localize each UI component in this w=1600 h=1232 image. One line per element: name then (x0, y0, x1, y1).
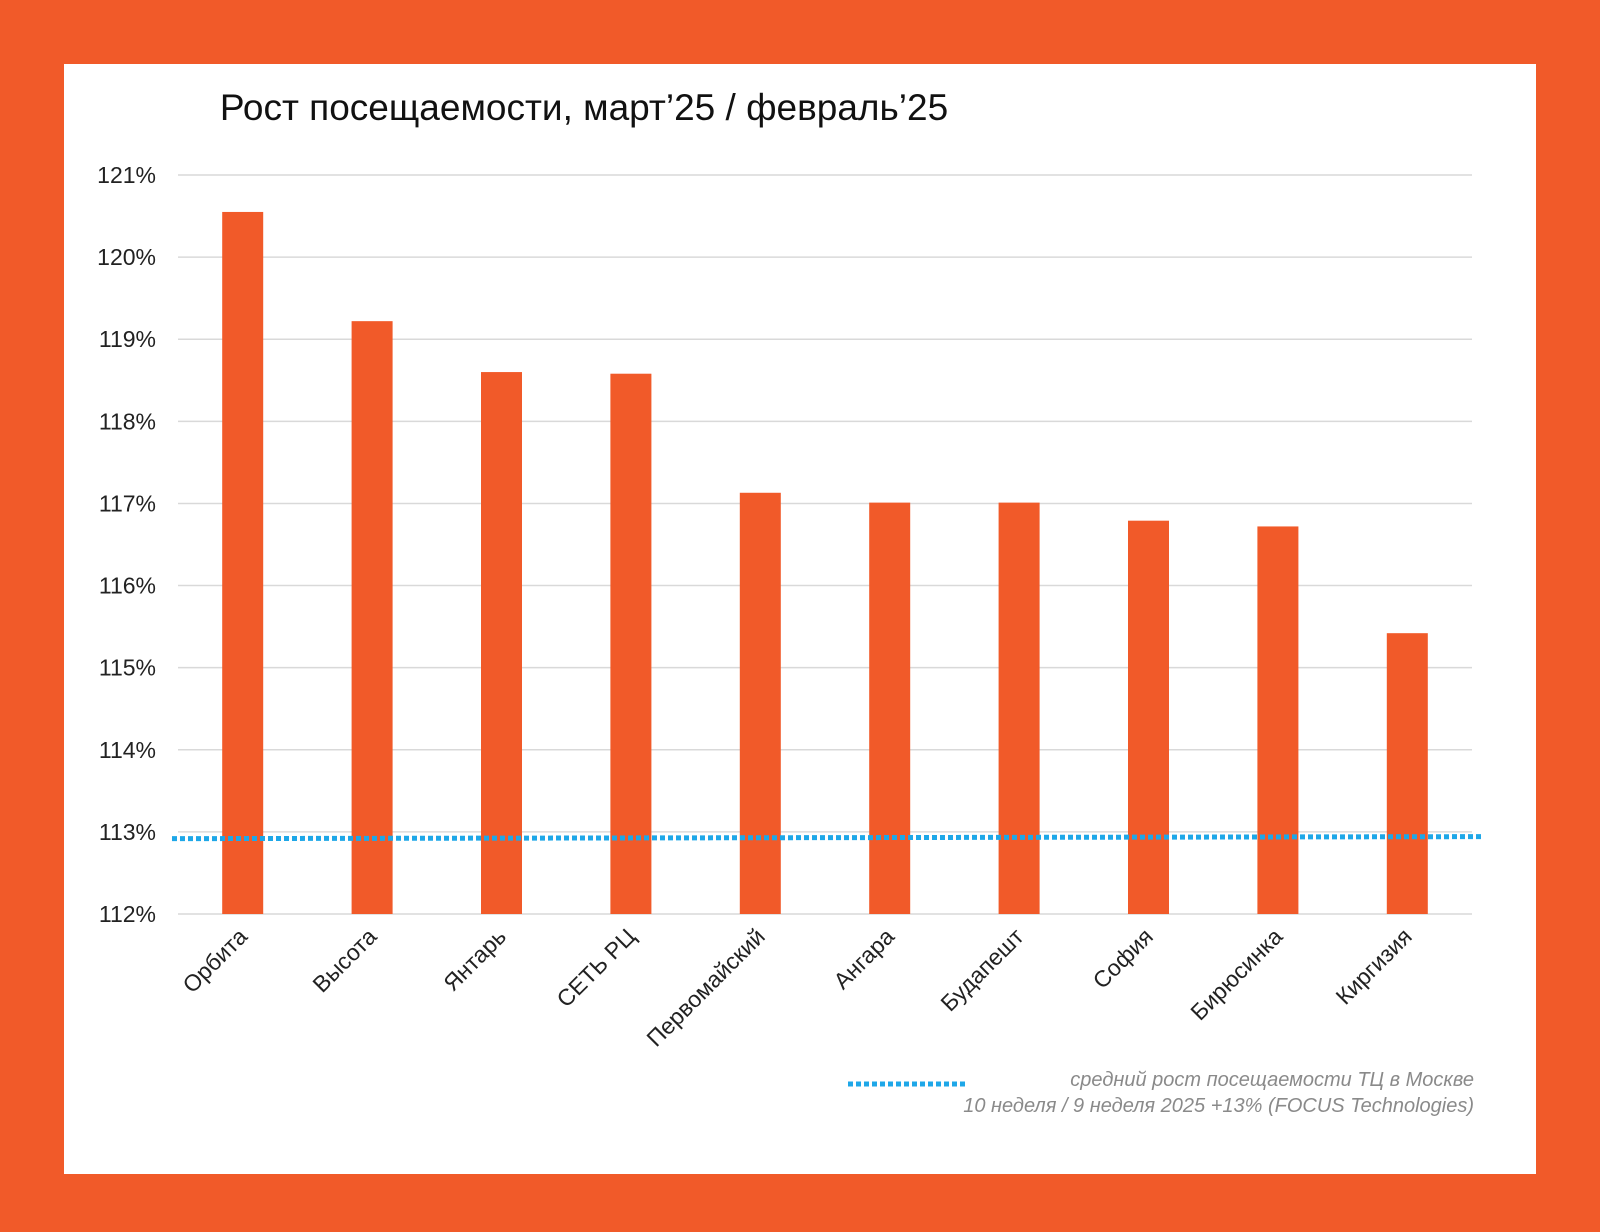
bar (222, 211, 264, 914)
x-tick-label: София (1088, 923, 1158, 993)
y-tick-label: 118% (99, 408, 156, 434)
legend: средний рост посещаемости ТЦ в Москве 10… (848, 1069, 1474, 1117)
chart-panel: Рост посещаемости, март’25 / февраль’25 … (64, 64, 1536, 1174)
bars (222, 211, 1428, 915)
bar (739, 492, 781, 914)
x-tick-label: Бирюсинка (1185, 923, 1287, 1025)
x-tick-label: Первомайский (641, 923, 769, 1051)
x-tick-label: Киргизия (1330, 923, 1416, 1009)
y-tick-label: 120% (97, 244, 156, 270)
x-tick-label: Будапешт (935, 923, 1029, 1017)
x-tick-label: СЕТЬ РЦ (551, 923, 640, 1012)
bar (1386, 633, 1428, 914)
bar (481, 372, 522, 915)
y-axis-ticks: 112% 113% 114% 115% 116% 117% 118% 119% 120% 121% (97, 162, 156, 927)
bar (1257, 526, 1299, 914)
bar (1128, 520, 1169, 914)
legend-label-line2: 10 неделя / 9 неделя 2025 +13% (FOCUS Te… (963, 1095, 1474, 1117)
y-tick-label: 115% (99, 655, 156, 681)
bar-chart: Рост посещаемости, март’25 / февраль’25 … (97, 87, 1485, 1117)
x-tick-label: Высота (307, 923, 381, 997)
reference-line (171, 834, 1485, 842)
y-tick-label: 113% (99, 819, 156, 845)
y-tick-label: 116% (99, 573, 156, 599)
chart-title: Рост посещаемости, март’25 / февраль’25 (220, 87, 948, 128)
bar (998, 502, 1040, 914)
bar (351, 321, 393, 914)
bar (869, 502, 911, 914)
x-tick-label: Ангара (828, 923, 899, 994)
legend-label-line1: средний рост посещаемости ТЦ в Москве (1070, 1069, 1474, 1091)
grid-lines (178, 174, 1472, 915)
x-axis-ticks: Орбита Высота Янтарь СЕТЬ РЦ Первомайский Анг… (177, 923, 1416, 1052)
bar (610, 373, 652, 915)
x-tick-label: Орбита (177, 923, 252, 998)
y-tick-label: 117% (99, 490, 156, 516)
y-tick-label: 121% (97, 162, 156, 188)
y-tick-label: 114% (99, 737, 156, 763)
y-tick-label: 112% (99, 901, 156, 927)
x-tick-label: Янтарь (438, 923, 511, 996)
y-tick-label: 119% (99, 326, 156, 352)
